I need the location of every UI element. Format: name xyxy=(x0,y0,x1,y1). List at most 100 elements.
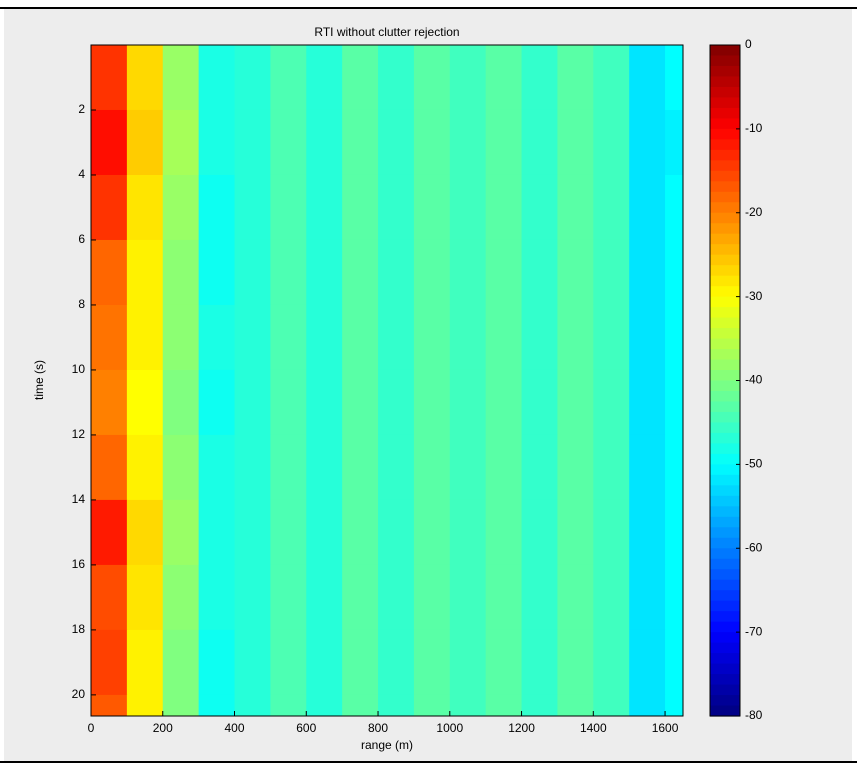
heatmap-cell xyxy=(270,45,307,111)
colorbar-segment xyxy=(710,212,740,224)
colorbar-segment xyxy=(710,611,740,623)
heatmap-cell xyxy=(91,239,128,306)
heatmap-cell xyxy=(234,369,271,436)
heatmap-cell xyxy=(557,304,594,371)
heatmap-cell xyxy=(557,434,594,501)
heatmap-cell xyxy=(342,564,379,631)
heatmap-cell xyxy=(665,304,684,371)
heatmap-cell xyxy=(629,629,666,696)
colorbar-tick-label: 0 xyxy=(745,37,752,51)
heatmap-cell xyxy=(198,629,236,696)
heatmap-cell xyxy=(234,694,271,717)
heatmap-cell xyxy=(91,499,128,566)
heatmap-cell xyxy=(91,304,128,371)
heatmap-cell xyxy=(449,629,487,696)
heatmap-cell xyxy=(378,499,415,566)
heatmap-cell xyxy=(162,45,200,111)
plot-border xyxy=(90,44,684,717)
colorbar-segment xyxy=(710,548,740,560)
heatmap-cell xyxy=(91,174,128,241)
x-tick-label: 1000 xyxy=(436,721,463,735)
colorbar-tick-label: -10 xyxy=(745,121,763,135)
heatmap-cell xyxy=(557,499,594,566)
colorbar-segment xyxy=(710,663,740,675)
colorbar-segment xyxy=(710,307,740,319)
heatmap-cell xyxy=(270,239,307,306)
colorbar-segment xyxy=(710,97,740,109)
colorbar-segment xyxy=(710,86,740,99)
heatmap-cell xyxy=(449,174,487,241)
heatmap-cell xyxy=(270,629,307,696)
colorbar-segment xyxy=(710,359,740,371)
heatmap-cell xyxy=(234,564,271,631)
heatmap-cell xyxy=(270,434,307,501)
colorbar-segment xyxy=(710,328,740,340)
heatmap-cell xyxy=(126,694,164,717)
heatmap-cell xyxy=(449,694,487,717)
heatmap-cell xyxy=(162,434,200,501)
heatmap-cell xyxy=(521,239,558,306)
colorbar-segment xyxy=(710,370,740,382)
heatmap-cell xyxy=(449,564,487,631)
colorbar-segment xyxy=(710,338,740,350)
colorbar-segment xyxy=(710,432,740,445)
colorbar-segment xyxy=(710,684,740,696)
y-tick-label: 2 xyxy=(78,102,85,116)
heatmap-cell xyxy=(557,629,594,696)
heatmap-cell xyxy=(126,239,164,306)
heatmap-cell xyxy=(378,109,415,176)
colorbar-segment xyxy=(710,485,740,497)
x-tick-label: 800 xyxy=(368,721,388,735)
heatmap-cell xyxy=(270,304,307,371)
heatmap-cell xyxy=(270,694,307,717)
heatmap-cell xyxy=(521,109,558,176)
y-axis-label: time (s) xyxy=(32,360,46,400)
heatmap-cell xyxy=(413,239,451,306)
colorbar-segment xyxy=(710,149,740,161)
chart-title: RTI without clutter rejection xyxy=(314,25,459,39)
heatmap-cell xyxy=(378,629,415,696)
heatmap-cell xyxy=(342,369,379,436)
x-tick-label: 0 xyxy=(88,721,95,735)
colorbar-segment xyxy=(710,464,740,476)
colorbar-segment xyxy=(710,411,740,424)
heatmap-cell xyxy=(665,564,684,631)
colorbar-tick-label: -40 xyxy=(745,373,763,387)
colorbar-segment xyxy=(710,600,740,612)
heatmap-cell xyxy=(378,239,415,306)
colorbar-segment xyxy=(710,590,740,602)
heatmap-cell xyxy=(342,109,379,176)
y-tick-label: 4 xyxy=(78,167,85,181)
heatmap-cell xyxy=(234,239,271,306)
heatmap-cell xyxy=(306,174,343,241)
heatmap-cell xyxy=(413,564,451,631)
heatmap-cell xyxy=(485,499,523,566)
heatmap-cell xyxy=(234,434,271,501)
heatmap-cell xyxy=(413,45,451,111)
heatmap-cell xyxy=(91,45,128,111)
x-tick-label: 1600 xyxy=(652,721,679,735)
heatmap-cell xyxy=(234,499,271,566)
heatmap-cell xyxy=(629,45,666,111)
colorbar-tick-label: -30 xyxy=(745,289,763,303)
heatmap-cell xyxy=(306,45,343,111)
heatmap-cell xyxy=(413,174,451,241)
heatmap-cell xyxy=(629,434,666,501)
y-tick-label: 14 xyxy=(72,492,86,506)
heatmap-cell xyxy=(126,174,164,241)
x-tick-label: 1400 xyxy=(580,721,607,735)
heatmap-cell xyxy=(378,564,415,631)
colorbar-segment xyxy=(710,118,740,130)
heatmap-cell xyxy=(198,174,236,241)
y-tick-label: 20 xyxy=(72,687,86,701)
colorbar-segment xyxy=(710,76,740,88)
heatmap-cell xyxy=(485,304,523,371)
heatmap-cell xyxy=(234,109,271,176)
heatmap-cell xyxy=(629,694,666,717)
heatmap-cell xyxy=(557,564,594,631)
colorbar-segment xyxy=(710,390,740,403)
heatmap-cell xyxy=(126,434,164,501)
colorbar-segment xyxy=(710,55,740,67)
heatmap-cell xyxy=(449,369,487,436)
heatmap-cell xyxy=(449,499,487,566)
